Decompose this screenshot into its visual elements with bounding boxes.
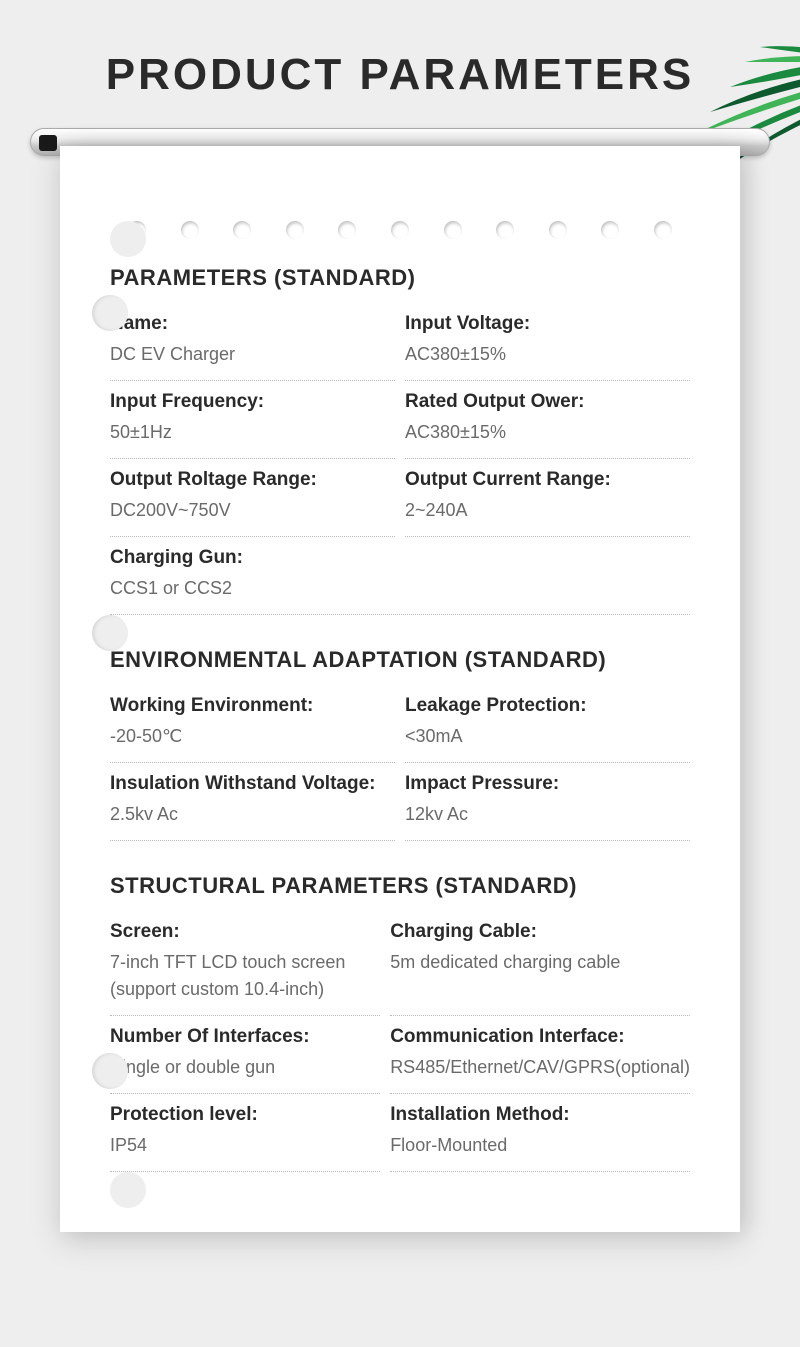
param-value: 5m dedicated charging cable [390,949,690,976]
param-item: Screen: 7-inch TFT LCD touch screen (supp… [110,911,380,1016]
param-value: -20-50℃ [110,723,395,750]
param-label: Communication Interface: [390,1026,690,1048]
spec-section: PARAMETERS (STANDARD) Name: DC EV Charger I… [110,265,690,615]
param-label: Installation Method: [390,1104,690,1126]
param-value: <30mA [405,723,690,750]
param-value: 50±1Hz [110,419,395,446]
param-item: Input Frequency: 50±1Hz [110,381,395,459]
param-label: Insulation Withstand Voltage: [110,773,395,795]
perforation-dot [181,221,199,239]
spec-section: ENVIRONMENTAL ADAPTATION (STANDARD) Worki… [110,647,690,841]
perforation-dot [286,221,304,239]
param-item: Output Current Range: 2~240A [405,459,690,537]
param-item: Protection level: IP54 [110,1094,380,1172]
section-title: ENVIRONMENTAL ADAPTATION (STANDARD) [110,647,690,673]
param-item: Impact Pressure: 12kv Ac [405,763,690,841]
param-value: DC EV Charger [110,341,395,368]
section-title: STRUCTURAL PARAMETERS (STANDARD) [110,873,690,899]
param-item: Charging Cable: 5m dedicated charging cab… [390,911,690,1016]
param-item: Installation Method: Floor-Mounted [390,1094,690,1172]
param-label: Output Current Range: [405,469,690,491]
perforation-row [110,221,690,239]
param-value: 2~240A [405,497,690,524]
param-label: Input Voltage: [405,313,690,335]
param-label: Output Roltage Range: [110,469,395,491]
param-value: AC380±15% [405,341,690,368]
param-value: Floor-Mounted [390,1132,690,1159]
spec-section: STRUCTURAL PARAMETERS (STANDARD) Screen: 7… [110,873,690,1172]
page-title: PRODUCT PARAMETERS [0,0,800,128]
param-label: Charging Cable: [390,921,690,943]
perforation-dot [391,221,409,239]
param-value: 12kv Ac [405,801,690,828]
param-value: 2.5kv Ac [110,801,395,828]
param-label: Leakage Protection: [405,695,690,717]
param-value: IP54 [110,1132,380,1159]
perforation-dot [444,221,462,239]
perforation-dot [549,221,567,239]
param-item: Input Voltage: AC380±15% [405,303,690,381]
param-grid: Screen: 7-inch TFT LCD touch screen (supp… [110,911,690,1172]
param-label: Screen: [110,921,380,943]
param-label: Charging Gun: [110,547,690,569]
perforation-dot [654,221,672,239]
param-item: Output Roltage Range: DC200V~750V [110,459,395,537]
perforation-dot [601,221,619,239]
param-label: Rated Output Ower: [405,391,690,413]
param-value: DC200V~750V [110,497,395,524]
param-value: RS485/Ethernet/CAV/GPRS(optional) [390,1054,690,1081]
param-item: Rated Output Ower: AC380±15% [405,381,690,459]
param-label: Number Of Interfaces: [110,1026,380,1048]
param-item: Leakage Protection: <30mA [405,685,690,763]
param-grid: Name: DC EV Charger Input Voltage: AC380±15… [110,303,690,615]
param-item: Communication Interface: RS485/Ethernet/C… [390,1016,690,1094]
param-label: Working Environment: [110,695,395,717]
param-value: CCS1 or CCS2 [110,575,690,602]
perforation-dot [233,221,251,239]
param-label: Input Frequency: [110,391,395,413]
param-value: Single or double gun [110,1054,380,1081]
param-item: Name: DC EV Charger [110,303,395,381]
param-item: Insulation Withstand Voltage: 2.5kv Ac [110,763,395,841]
param-label: Name: [110,313,395,335]
perforation-dot [128,221,146,239]
perforation-dot [338,221,356,239]
param-label: Impact Pressure: [405,773,690,795]
param-value: AC380±15% [405,419,690,446]
param-item: Number Of Interfaces: Single or double gu… [110,1016,380,1094]
param-grid: Working Environment: -20-50℃ Leakage Prote… [110,685,690,841]
param-item: Charging Gun: CCS1 or CCS2 [110,537,690,615]
param-value: 7-inch TFT LCD touch screen (support cus… [110,949,380,1003]
section-title: PARAMETERS (STANDARD) [110,265,690,291]
perforation-dot [496,221,514,239]
spec-card: PARAMETERS (STANDARD) Name: DC EV Charger I… [60,146,740,1232]
param-label: Protection level: [110,1104,380,1126]
param-item: Working Environment: -20-50℃ [110,685,395,763]
